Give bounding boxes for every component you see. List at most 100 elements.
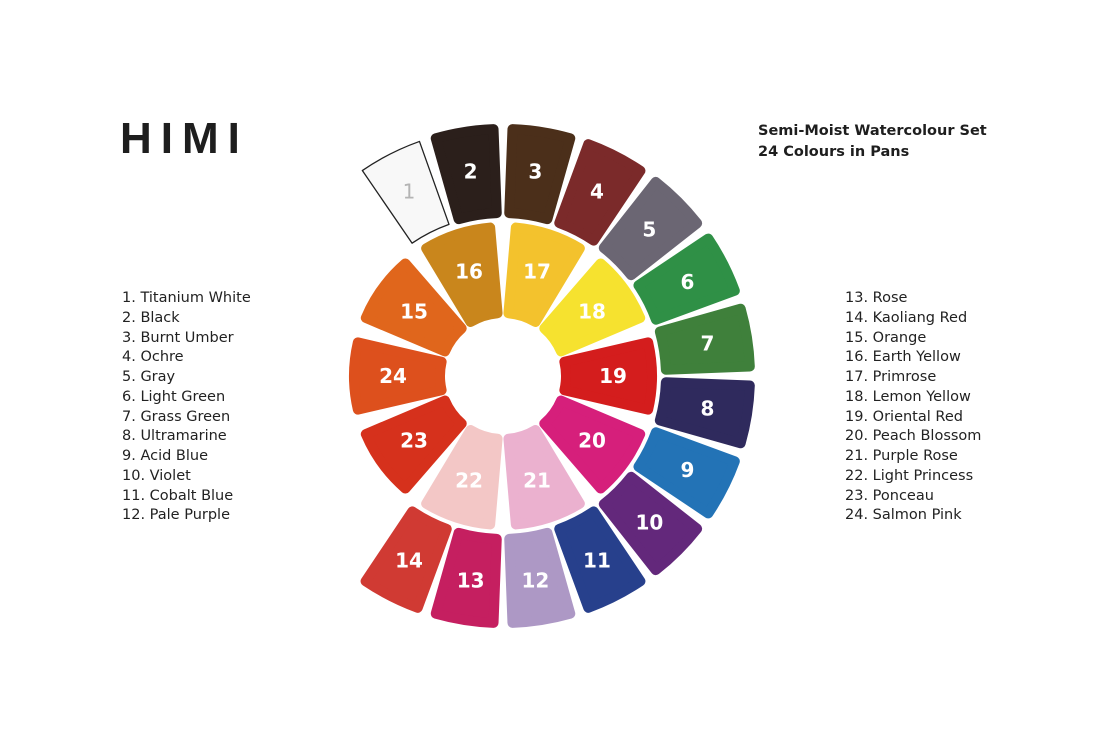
pan-shape [654, 377, 755, 449]
colour-list-item: 4. Ochre [122, 349, 184, 366]
colour-list-item: 15. Orange [845, 329, 927, 346]
pan-number: 5 [642, 218, 656, 242]
colour-list-item: 13. Rose [845, 290, 908, 306]
pan-shape [421, 424, 503, 530]
pan-shape [598, 471, 703, 576]
pan-number: 10 [635, 510, 663, 534]
pan-number: 20 [578, 429, 606, 453]
colour-list-item: 16. Earth Yellow [845, 349, 961, 366]
pan-shape [430, 527, 502, 628]
pan-shape [503, 424, 585, 530]
pan-number: 13 [457, 568, 485, 592]
pan-number: 17 [523, 259, 551, 283]
colour-list-item: 21. Purple Rose [845, 448, 958, 464]
colour-list-item: 1. Titanium White [122, 290, 251, 306]
colour-pan-11: 11 [554, 506, 646, 613]
colour-pan-9: 9 [633, 427, 740, 519]
colour-pan-20: 20 [539, 395, 646, 494]
pan-shape [654, 303, 755, 375]
pan-number: 15 [400, 299, 428, 323]
title-line-2: 24 Colours in Pans [758, 144, 910, 160]
pan-number: 21 [523, 469, 551, 493]
colour-list-item: 14. Kaoliang Red [845, 309, 968, 326]
colour-pan-10: 10 [598, 471, 703, 576]
colour-list-item: 12. Pale Purple [122, 507, 230, 524]
colour-list-item: 9. Acid Blue [122, 448, 209, 464]
pan-shape [349, 337, 447, 415]
pan-number: 14 [395, 548, 423, 572]
colour-list-item: 23. Ponceau [845, 487, 934, 504]
pan-number: 24 [379, 364, 407, 388]
colour-list-item: 18. Lemon Yellow [845, 388, 971, 405]
pan-shape [554, 506, 646, 613]
pan-number: 7 [700, 332, 714, 356]
pan-shape [361, 140, 450, 244]
pan-shape [360, 506, 452, 613]
pan-shape [360, 258, 467, 357]
pan-number: 4 [590, 180, 604, 204]
colour-pan-15: 15 [360, 258, 467, 357]
colour-pan-7: 7 [654, 303, 755, 375]
colour-pan-18: 18 [539, 258, 646, 357]
pan-shape [504, 527, 576, 628]
pan-number: 22 [455, 469, 483, 493]
pan-number: 3 [528, 160, 542, 184]
colour-pan-19: 19 [559, 337, 657, 415]
colour-pan-24: 24 [349, 337, 447, 415]
colour-pan-8: 8 [654, 377, 755, 449]
pan-shape [633, 427, 740, 519]
colour-list-item: 20. Peach Blossom [845, 428, 982, 445]
pan-number: 9 [680, 458, 694, 482]
colour-pan-6: 6 [633, 233, 740, 325]
colour-list-item: 22. Light Princess [845, 467, 974, 484]
pan-number: 8 [700, 396, 714, 420]
pan-number: 19 [599, 364, 627, 388]
pan-shape [430, 124, 502, 225]
colour-list-item: 8. Ultramarine [122, 428, 227, 445]
pan-number: 23 [400, 429, 428, 453]
pan-number: 12 [521, 568, 549, 592]
pan-number: 18 [578, 299, 606, 323]
colour-pan-3: 3 [504, 124, 576, 225]
colour-list-item: 6. Light Green [122, 388, 226, 405]
pan-shape [554, 139, 646, 246]
title-line-1: Semi-Moist Watercolour Set [758, 123, 987, 139]
colour-list-item: 7. Grass Green [122, 408, 231, 425]
pan-shape [360, 395, 467, 494]
pan-number: 11 [583, 548, 611, 572]
colour-pan-21: 21 [503, 424, 585, 530]
colour-pan-12: 12 [504, 527, 576, 628]
colour-list-item: 5. Gray [122, 369, 176, 385]
colour-pan-23: 23 [360, 395, 467, 494]
colour-pan-2: 2 [430, 124, 502, 225]
pan-shape [539, 258, 646, 357]
pan-number: 16 [455, 259, 483, 283]
colour-pan-5: 5 [598, 176, 703, 281]
colour-list-right: 13. Rose 14. Kaoliang Red 15. Orange 16. Ea… [845, 289, 981, 526]
colour-pan-4: 4 [554, 139, 646, 246]
pan-shape [539, 395, 646, 494]
colour-list-item: 2. Black [122, 309, 180, 326]
pan-number: 1 [403, 180, 416, 204]
colour-pan-16: 16 [421, 222, 503, 328]
colour-pan-13: 13 [430, 527, 502, 628]
colour-pan-1: 1 [361, 140, 450, 244]
pan-shape [559, 337, 657, 415]
pan-number: 6 [680, 270, 694, 294]
colour-pan-22: 22 [421, 424, 503, 530]
brand-logo: HIMI [120, 114, 249, 163]
colour-list-item: 11. Cobalt Blue [122, 487, 234, 504]
pan-shape [503, 222, 585, 328]
pan-number: 2 [464, 160, 478, 184]
pan-shape [504, 124, 576, 225]
colour-list-left: 1. Titanium White 2. Black 3. Burnt Umber 4… [122, 289, 251, 526]
pan-shape [421, 222, 503, 328]
colour-list-item: 17. Primrose [845, 369, 937, 385]
colour-list-item: 3. Burnt Umber [122, 329, 234, 346]
colour-list-item: 24. Salmon Pink [845, 507, 962, 524]
pan-shape [598, 176, 703, 281]
colour-list-item: 10. Violet [122, 467, 191, 484]
pan-shape [633, 233, 740, 325]
colour-pan-14: 14 [360, 506, 452, 613]
colour-list-item: 19. Oriental Red [845, 408, 963, 425]
